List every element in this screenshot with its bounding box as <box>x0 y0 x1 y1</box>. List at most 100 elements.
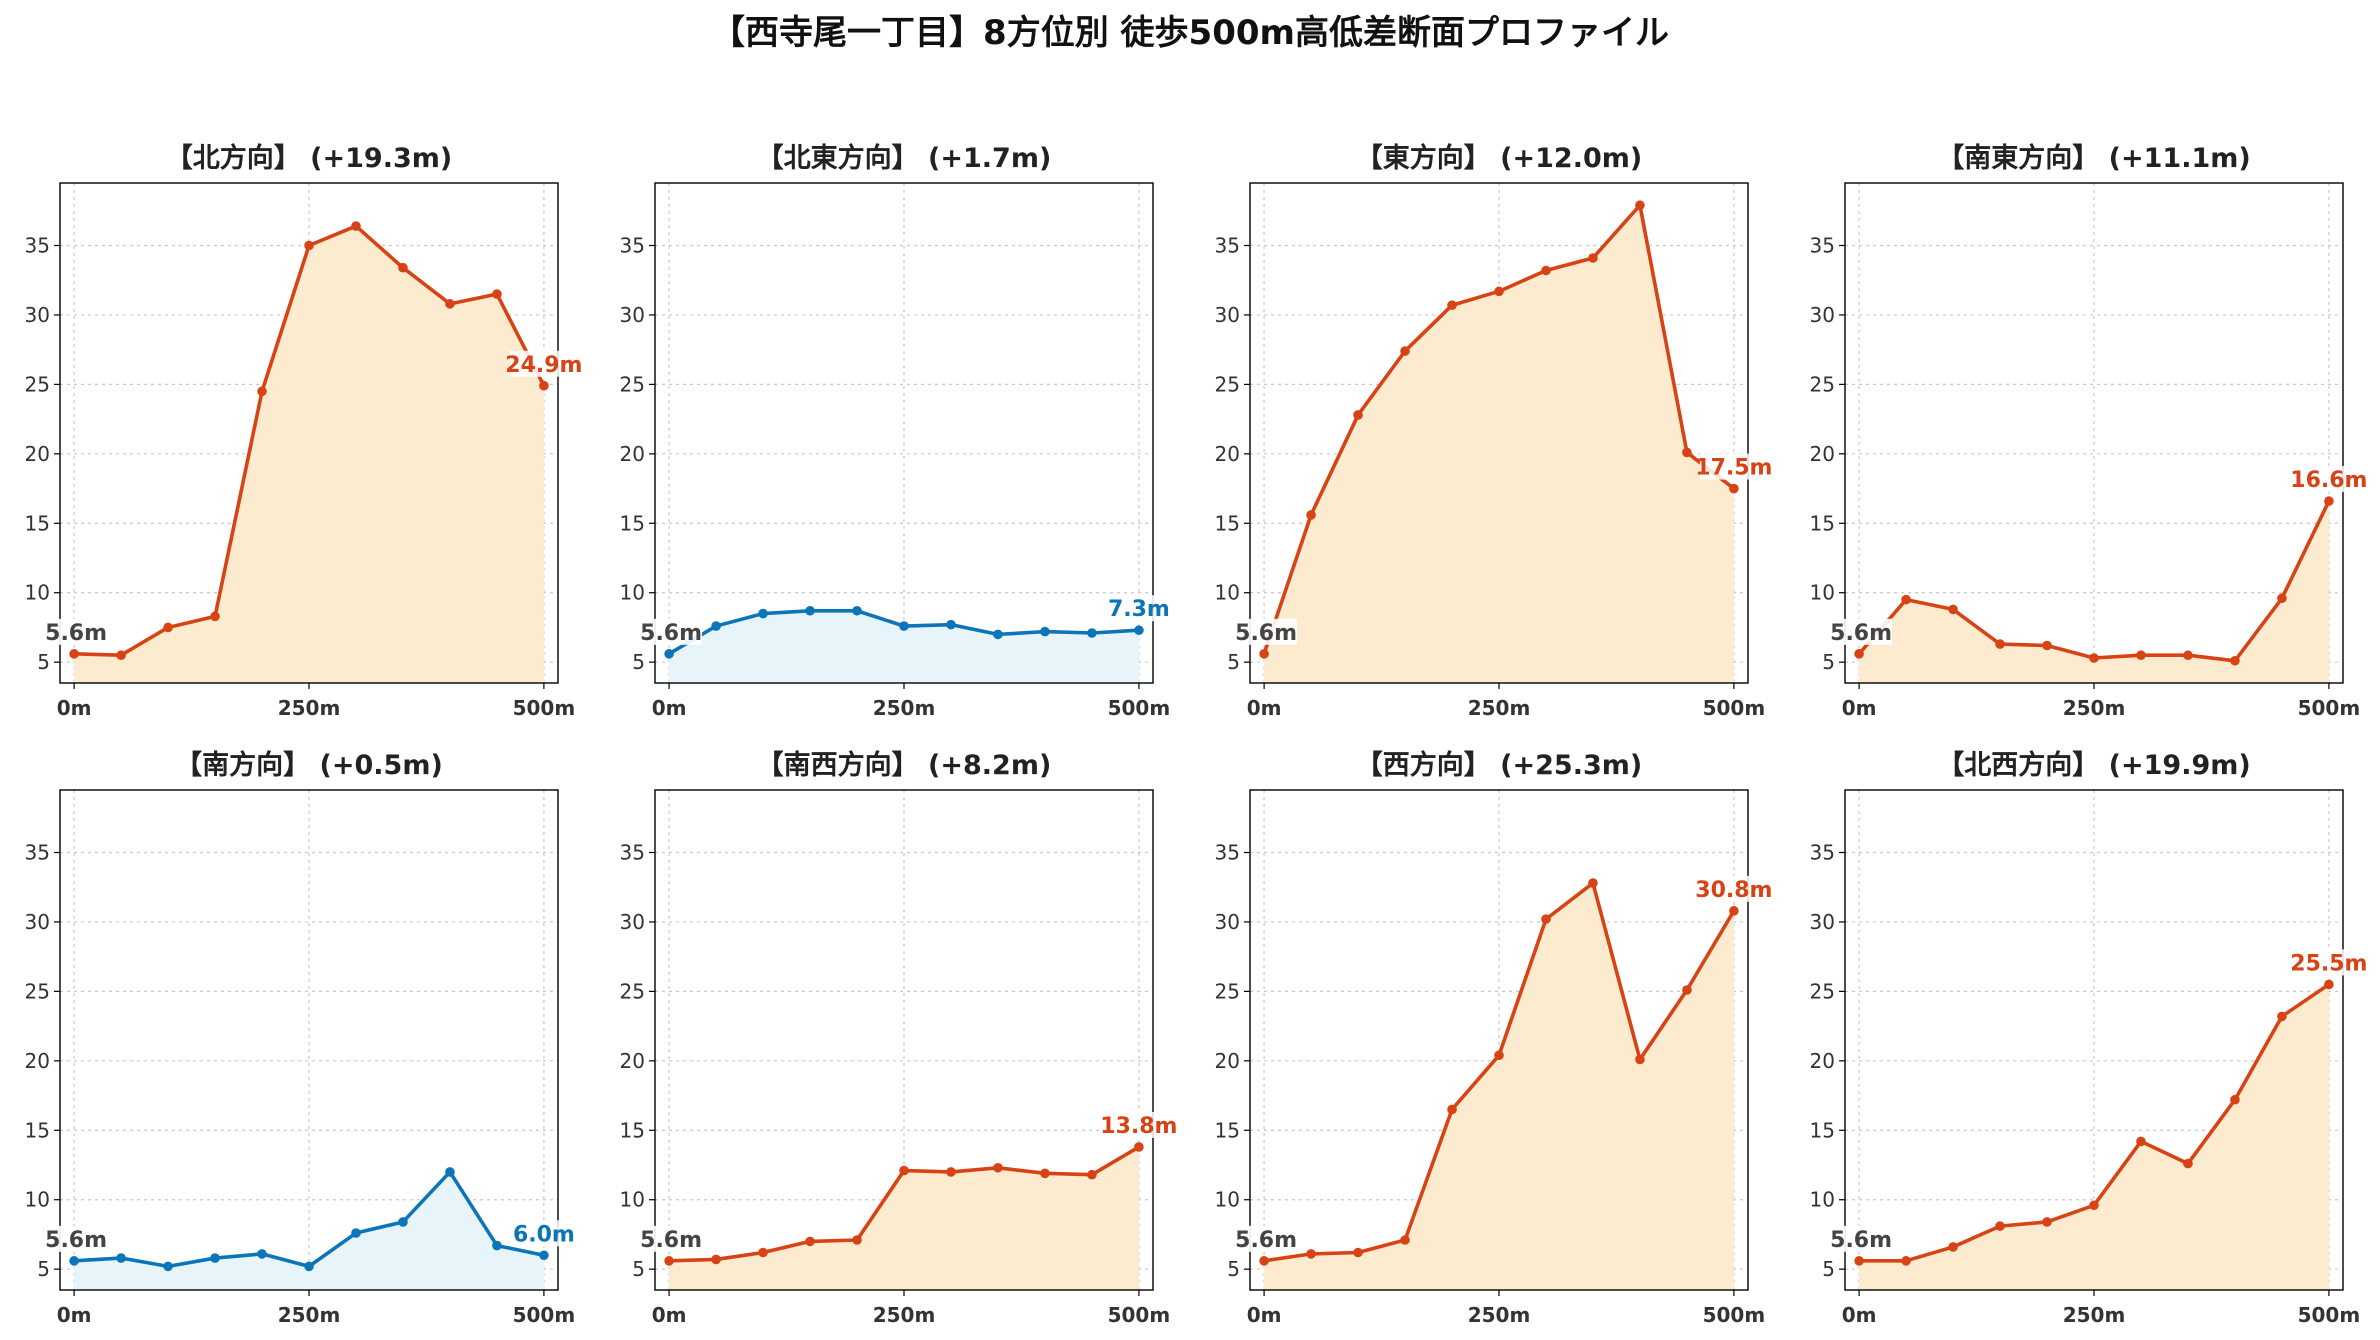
y-tick-label: 5 <box>1227 1257 1240 1281</box>
data-point <box>304 1261 314 1272</box>
x-tick-label: 500m <box>1108 696 1171 720</box>
y-tick-label: 25 <box>25 979 50 1003</box>
end-label: 25.5m <box>2290 951 2367 976</box>
start-label-bg <box>1832 618 1893 645</box>
data-point <box>1353 1247 1363 1258</box>
panel-6: 【南西方向】 (+8.2m) 5 10 15 20 25 30 35 0m 250m 500m 5.6… <box>620 749 1178 1327</box>
x-tick-label: 250m <box>873 1303 936 1327</box>
y-tick-label: 20 <box>25 1049 50 1073</box>
start-label-bg <box>642 1225 703 1252</box>
y-tick-label: 20 <box>25 442 50 466</box>
y-tick-label: 15 <box>25 511 50 535</box>
y-tick-label: 35 <box>1810 234 1835 258</box>
data-point <box>2324 979 2334 990</box>
data-point <box>1040 626 1050 637</box>
start-label: 5.6m <box>1830 1228 1892 1253</box>
x-tick-label: 0m <box>57 1303 92 1327</box>
y-tick-label: 35 <box>620 841 645 865</box>
end-label-bg <box>1104 1111 1175 1138</box>
data-point <box>664 1256 674 1266</box>
y-tick-label: 5 <box>1822 1257 1835 1281</box>
data-point <box>1588 878 1598 888</box>
data-point <box>1682 985 1692 995</box>
data-point <box>1729 483 1739 494</box>
start-label-bg <box>642 618 703 645</box>
y-tick-label: 25 <box>620 372 645 396</box>
data-point <box>445 1167 455 1177</box>
data-point <box>1995 1221 2005 1231</box>
start-label-bg <box>1237 618 1298 645</box>
x-tick-label: 0m <box>1842 1303 1877 1327</box>
y-tick-label: 15 <box>25 1118 50 1142</box>
y-tick-label: 35 <box>1215 841 1240 865</box>
data-point <box>1995 639 2005 649</box>
data-point <box>1494 286 1504 297</box>
y-tick-label: 25 <box>1215 372 1240 396</box>
y-tick-label: 30 <box>620 303 645 327</box>
data-point <box>2042 640 2052 651</box>
y-tick-label: 5 <box>632 1257 645 1281</box>
figure-title: 【西寺尾一丁目】8方位別 徒歩500m高低差断面プロファイル <box>711 13 1669 53</box>
data-point <box>398 1217 408 1227</box>
x-tick-label: 0m <box>57 696 92 720</box>
data-point <box>210 611 220 622</box>
data-point <box>1087 628 1097 638</box>
panel-3: 【東方向】 (+12.0m) 5 10 15 20 25 30 35 0m 250m 500m 5.6… <box>1215 142 1773 720</box>
data-point <box>1588 253 1598 263</box>
x-tick-label: 500m <box>1108 1303 1171 1327</box>
y-tick-label: 10 <box>1215 1188 1240 1212</box>
y-tick-label: 10 <box>1810 1188 1835 1212</box>
data-point <box>539 380 549 391</box>
x-tick-label: 500m <box>513 696 576 720</box>
y-tick-label: 10 <box>620 1188 645 1212</box>
data-point <box>1447 300 1457 311</box>
data-point <box>1635 200 1645 211</box>
data-point <box>852 1235 862 1245</box>
y-tick-label: 35 <box>25 841 50 865</box>
data-point <box>2230 1094 2240 1105</box>
axes-frame <box>59 789 559 1291</box>
data-point <box>2324 496 2334 506</box>
start-label-bg <box>47 618 108 645</box>
panel-title: 【北西方向】 (+19.9m) <box>1937 749 2250 781</box>
data-point <box>1040 1168 1050 1179</box>
end-label-bg <box>2294 466 2365 493</box>
y-tick-label: 5 <box>37 1257 50 1281</box>
start-label: 5.6m <box>1235 621 1297 646</box>
y-tick-label: 35 <box>1215 234 1240 258</box>
data-point <box>351 221 361 231</box>
end-label: 24.9m <box>505 353 582 378</box>
y-tick-label: 20 <box>1810 1049 1835 1073</box>
data-point <box>1541 265 1551 276</box>
y-tick-label: 35 <box>1810 841 1835 865</box>
x-tick-label: 250m <box>278 1303 341 1327</box>
data-point <box>69 1256 79 1266</box>
data-point <box>1854 649 1864 659</box>
y-tick-label: 15 <box>620 511 645 535</box>
data-point <box>1353 410 1363 420</box>
data-point <box>1259 649 1269 659</box>
area-fill <box>1264 205 1734 683</box>
y-tick-label: 25 <box>1810 372 1835 396</box>
data-point <box>711 1254 721 1265</box>
data-point <box>2277 593 2287 604</box>
data-point <box>1400 346 1410 356</box>
data-point <box>946 1167 956 1177</box>
data-point <box>445 299 455 309</box>
y-tick-label: 10 <box>620 581 645 605</box>
end-label: 30.8m <box>1695 878 1772 903</box>
start-label-bg <box>1832 1225 1893 1252</box>
data-point <box>116 1253 126 1263</box>
x-tick-label: 0m <box>1842 696 1877 720</box>
start-label: 5.6m <box>1830 621 1892 646</box>
panel-title: 【南西方向】 (+8.2m) <box>757 749 1052 781</box>
y-tick-label: 20 <box>1215 1049 1240 1073</box>
start-label: 5.6m <box>640 1228 702 1253</box>
data-point <box>351 1228 361 1238</box>
panel-title: 【北方向】 (+19.3m) <box>166 142 452 174</box>
y-tick-label: 10 <box>1810 581 1835 605</box>
data-point <box>1541 914 1551 924</box>
data-point <box>1400 1235 1410 1245</box>
y-tick-label: 20 <box>1810 442 1835 466</box>
